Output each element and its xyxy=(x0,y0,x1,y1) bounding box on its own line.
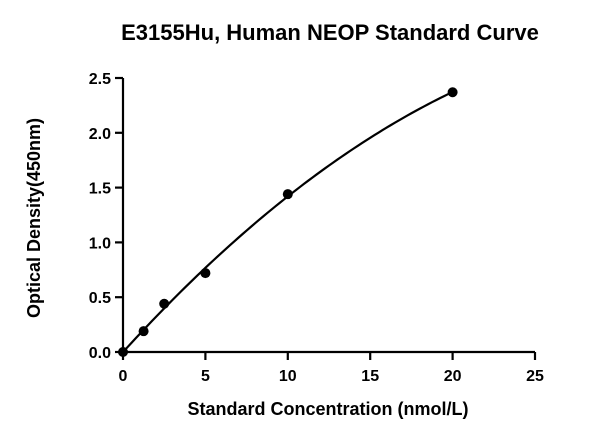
chart-title: E3155Hu, Human NEOP Standard Curve xyxy=(121,20,539,45)
data-point xyxy=(118,347,128,357)
x-tick-label: 10 xyxy=(279,368,297,385)
y-tick-label: 1.5 xyxy=(89,181,111,198)
y-tick-label: 2.0 xyxy=(89,126,111,143)
x-tick-label: 15 xyxy=(361,368,379,385)
x-axis-label: Standard Concentration (nmol/L) xyxy=(188,399,469,419)
fit-curve xyxy=(122,90,454,353)
data-point xyxy=(159,298,170,309)
x-tick-label: 25 xyxy=(526,368,544,385)
y-axis-label: Optical Density(450nm) xyxy=(24,118,44,318)
x-tick-label: 0 xyxy=(119,368,128,385)
data-point xyxy=(138,326,149,337)
data-point xyxy=(200,268,211,279)
y-tick-label: 0.5 xyxy=(89,290,111,307)
y-tick-label: 2.5 xyxy=(89,71,111,88)
y-tick-label: 0.0 xyxy=(89,345,111,362)
x-tick-label: 20 xyxy=(444,368,462,385)
y-tick-label: 1.0 xyxy=(89,235,111,252)
x-tick-label: 5 xyxy=(201,368,210,385)
data-points xyxy=(118,87,458,357)
data-point xyxy=(282,189,293,200)
data-point xyxy=(447,87,458,98)
axes: 0 5 10 15 20 25 0.0 0.5 1.0 1.5 2.0 2.5 xyxy=(89,71,544,385)
